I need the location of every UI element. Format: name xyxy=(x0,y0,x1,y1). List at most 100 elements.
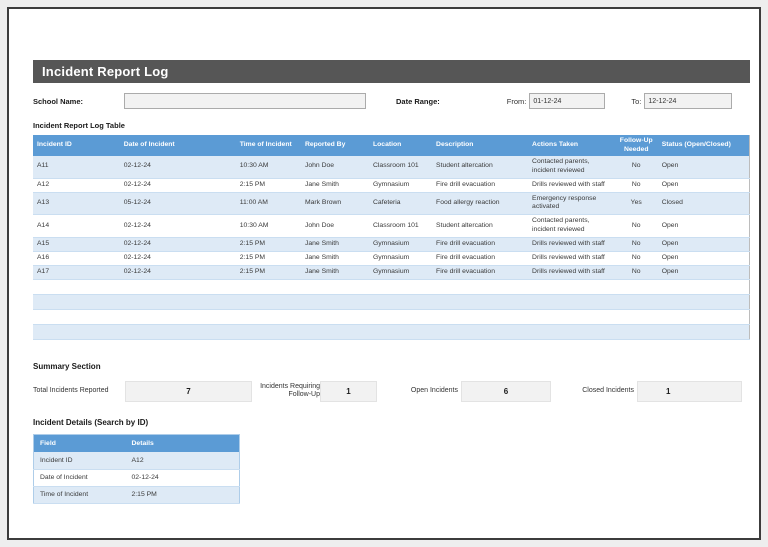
log-table-cell[interactable]: No xyxy=(614,251,658,266)
log-table-cell[interactable]: A16 xyxy=(33,251,120,266)
log-table-cell[interactable]: Open xyxy=(657,237,750,252)
log-table-cell[interactable]: A17 xyxy=(33,265,120,280)
log-table-empty-cell[interactable] xyxy=(369,279,433,295)
log-table-empty-cell[interactable] xyxy=(300,309,369,325)
log-table-cell[interactable]: Closed xyxy=(657,192,750,216)
log-table-cell[interactable]: John Doe xyxy=(300,214,369,238)
log-table-empty-cell[interactable] xyxy=(614,309,658,325)
log-table-cell[interactable]: Contacted parents, incident reviewed xyxy=(528,214,615,238)
log-table-empty-cell[interactable] xyxy=(614,279,658,295)
log-table-empty-cell[interactable] xyxy=(614,324,658,340)
log-table-empty-cell[interactable] xyxy=(119,324,236,340)
log-table-cell[interactable]: A12 xyxy=(33,178,120,193)
log-table-cell[interactable]: Fire drill evacuation xyxy=(432,251,529,266)
log-table-empty-cell[interactable] xyxy=(33,309,120,325)
log-table-empty-cell[interactable] xyxy=(235,279,301,295)
log-table-cell[interactable]: Student altercation xyxy=(432,214,529,238)
log-table-empty-cell[interactable] xyxy=(235,324,301,340)
log-table-empty-cell[interactable] xyxy=(235,294,301,310)
log-table-cell[interactable]: Open xyxy=(657,251,750,266)
log-table-empty-cell[interactable] xyxy=(657,294,750,310)
details-table-cell[interactable]: 2:15 PM xyxy=(125,486,240,504)
log-table-cell[interactable]: Drills reviewed with staff xyxy=(528,251,615,266)
log-table-cell[interactable]: Fire drill evacuation xyxy=(432,178,529,193)
log-table-cell[interactable]: Jane Smith xyxy=(300,178,369,193)
log-table-empty-cell[interactable] xyxy=(119,279,236,295)
details-table-cell[interactable]: 02-12-24 xyxy=(125,469,240,487)
details-table-cell[interactable]: A12 xyxy=(125,452,240,470)
log-table-cell[interactable]: Jane Smith xyxy=(300,251,369,266)
log-table-cell[interactable]: 02-12-24 xyxy=(119,214,236,238)
log-table-empty-cell[interactable] xyxy=(300,279,369,295)
log-table-cell[interactable]: No xyxy=(614,265,658,280)
log-table-empty-cell[interactable] xyxy=(657,309,750,325)
log-table-empty-cell[interactable] xyxy=(528,309,615,325)
log-table-cell[interactable]: A13 xyxy=(33,192,120,216)
log-table-cell[interactable]: Drills reviewed with staff xyxy=(528,178,615,193)
school-name-input[interactable] xyxy=(124,93,366,109)
log-table-cell[interactable]: Fire drill evacuation xyxy=(432,237,529,252)
log-table-empty-cell[interactable] xyxy=(432,279,529,295)
details-table-cell[interactable]: Incident ID xyxy=(33,452,126,470)
log-table-empty-cell[interactable] xyxy=(33,324,120,340)
log-table-cell[interactable]: Open xyxy=(657,178,750,193)
log-table-empty-cell[interactable] xyxy=(528,294,615,310)
log-table-cell[interactable]: Student altercation xyxy=(432,156,529,179)
log-table-cell[interactable]: A15 xyxy=(33,237,120,252)
log-table-cell[interactable]: Gymnasium xyxy=(369,237,433,252)
log-table-cell[interactable]: 2:15 PM xyxy=(235,265,301,280)
log-table-cell[interactable]: 2:15 PM xyxy=(235,251,301,266)
log-table-cell[interactable]: No xyxy=(614,156,658,179)
log-table-cell[interactable]: Drills reviewed with staff xyxy=(528,265,615,280)
log-table-empty-cell[interactable] xyxy=(300,294,369,310)
log-table-cell[interactable]: Open xyxy=(657,265,750,280)
summary-value-followup[interactable]: 1 xyxy=(320,380,377,402)
log-table-empty-cell[interactable] xyxy=(33,279,120,295)
log-table-cell[interactable]: 10:30 AM xyxy=(235,156,301,179)
log-table-cell[interactable]: 11:00 AM xyxy=(235,192,301,216)
log-table-empty-cell[interactable] xyxy=(614,294,658,310)
log-table-cell[interactable]: 10:30 AM xyxy=(235,214,301,238)
log-table-cell[interactable]: No xyxy=(614,178,658,193)
log-table-cell[interactable]: John Doe xyxy=(300,156,369,179)
log-table-empty-cell[interactable] xyxy=(33,294,120,310)
log-table-cell[interactable]: A14 xyxy=(33,214,120,238)
log-table-cell[interactable]: No xyxy=(614,237,658,252)
log-table-cell[interactable]: Fire drill evacuation xyxy=(432,265,529,280)
log-table-empty-cell[interactable] xyxy=(528,279,615,295)
log-table-empty-cell[interactable] xyxy=(657,279,750,295)
summary-value-total-incidents[interactable]: 7 xyxy=(125,380,252,402)
log-table-empty-cell[interactable] xyxy=(369,324,433,340)
log-table-empty-cell[interactable] xyxy=(432,309,529,325)
log-table-cell[interactable]: 2:15 PM xyxy=(235,237,301,252)
log-table-cell[interactable]: Mark Brown xyxy=(300,192,369,216)
details-table-cell[interactable]: Time of Incident xyxy=(33,486,126,504)
log-table-cell[interactable]: Classroom 101 xyxy=(369,156,433,179)
log-table-cell[interactable]: 02-12-24 xyxy=(119,251,236,266)
log-table-cell[interactable]: Gymnasium xyxy=(369,178,433,193)
summary-value-open[interactable]: 6 xyxy=(461,380,551,402)
log-table-cell[interactable]: Emergency response activated xyxy=(528,192,615,216)
log-table-empty-cell[interactable] xyxy=(119,294,236,310)
log-table-cell[interactable]: 02-12-24 xyxy=(119,265,236,280)
log-table-cell[interactable]: 05-12-24 xyxy=(119,192,236,216)
log-table-cell[interactable]: No xyxy=(614,214,658,238)
to-date-input[interactable] xyxy=(644,93,733,109)
log-table-cell[interactable]: Food allergy reaction xyxy=(432,192,529,216)
log-table-empty-cell[interactable] xyxy=(300,324,369,340)
log-table-empty-cell[interactable] xyxy=(369,294,433,310)
log-table-cell[interactable]: Contacted parents, incident reviewed xyxy=(528,156,615,179)
log-table-cell[interactable]: Jane Smith xyxy=(300,237,369,252)
log-table-cell[interactable]: 02-12-24 xyxy=(119,156,236,179)
log-table-cell[interactable]: Cafeteria xyxy=(369,192,433,216)
log-table-cell[interactable]: Open xyxy=(657,156,750,179)
log-table-cell[interactable]: Classroom 101 xyxy=(369,214,433,238)
log-table-empty-cell[interactable] xyxy=(119,309,236,325)
log-table-cell[interactable]: 2:15 PM xyxy=(235,178,301,193)
log-table-empty-cell[interactable] xyxy=(657,324,750,340)
log-table-cell[interactable]: Yes xyxy=(614,192,658,216)
log-table-cell[interactable]: Drills reviewed with staff xyxy=(528,237,615,252)
log-table-empty-cell[interactable] xyxy=(235,309,301,325)
log-table-empty-cell[interactable] xyxy=(432,324,529,340)
from-date-input[interactable] xyxy=(529,93,606,109)
